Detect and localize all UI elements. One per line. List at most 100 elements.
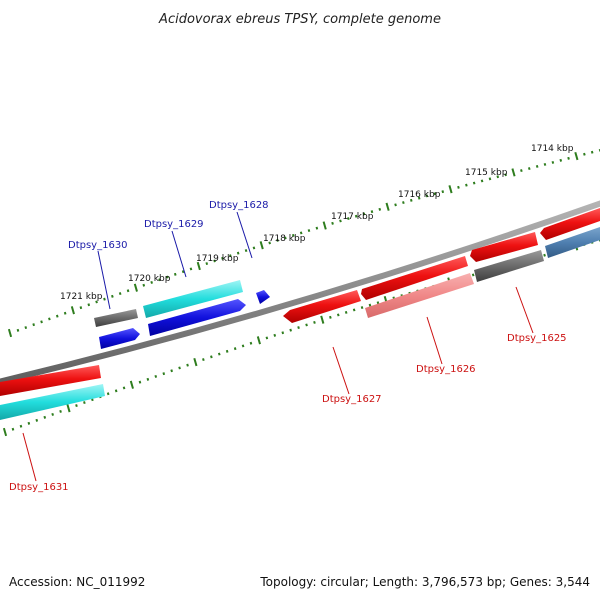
outer-minor-tick	[559, 158, 563, 162]
outer-minor-tick	[378, 207, 382, 211]
outer-minor-tick	[347, 217, 350, 221]
outer-minor-tick	[480, 179, 484, 183]
gene-red-fwd-left[interactable]	[0, 365, 101, 396]
gene-label-1627[interactable]: Dtpsy_1627	[322, 394, 382, 405]
gene-red-fwd-c[interactable]	[540, 208, 600, 240]
tick-label-1716: 1716 kbp	[398, 190, 441, 200]
inner-minor-tick	[122, 386, 126, 390]
outer-minor-tick	[189, 267, 193, 271]
forward-strand-features	[0, 208, 600, 420]
inner-minor-tick	[154, 374, 158, 378]
inner-minor-tick	[368, 303, 372, 307]
connector-1625	[515, 286, 534, 334]
inner-minor-tick	[360, 306, 364, 310]
outer-minor-tick	[79, 306, 83, 310]
inner-minor-tick	[289, 328, 292, 332]
outer-minor-tick	[244, 249, 248, 253]
gene-label-1629[interactable]: Dtpsy_1629	[144, 219, 204, 230]
gene-grey-1625[interactable]	[474, 250, 544, 282]
outer-minor-tick	[394, 203, 397, 207]
outer-minor-tick	[417, 196, 421, 200]
outer-minor-tick	[205, 262, 209, 266]
outer-major-tick	[385, 202, 390, 211]
gene-label-1631[interactable]: Dtpsy_1631	[9, 482, 69, 493]
inner-minor-tick	[162, 372, 166, 376]
inner-minor-tick	[273, 333, 277, 337]
gene-label-1630[interactable]: Dtpsy_1630	[68, 240, 128, 251]
outer-minor-tick	[354, 214, 358, 218]
inner-minor-tick	[217, 352, 221, 356]
outer-major-tick	[574, 151, 579, 161]
gene-pink-1626[interactable]	[365, 273, 474, 318]
tick-label-1721: 1721 kbp	[60, 292, 103, 302]
outer-minor-tick	[55, 314, 59, 318]
outer-minor-tick	[315, 226, 319, 230]
gene-blue-fwd-1630[interactable]	[99, 328, 140, 349]
inner-minor-tick	[265, 336, 269, 340]
inner-minor-tick	[114, 389, 118, 393]
inner-minor-tick	[352, 308, 356, 312]
tick-label-1718: 1718 kbp	[263, 234, 306, 244]
tick-label-1717: 1717 kbp	[331, 212, 374, 222]
outer-minor-tick	[111, 294, 114, 298]
outer-minor-tick	[590, 150, 594, 154]
outer-minor-tick	[409, 198, 413, 202]
outer-minor-tick	[48, 317, 51, 321]
gene-label-1625[interactable]: Dtpsy_1625	[507, 333, 567, 344]
inner-minor-tick	[51, 412, 54, 416]
outer-minor-tick	[441, 190, 445, 194]
connector-1631	[22, 432, 37, 482]
outer-minor-tick	[299, 231, 303, 235]
label-connectors	[22, 211, 534, 482]
topology-text: Topology: circular; Length: 3,796,573 bp…	[259, 575, 590, 589]
inner-minor-tick	[35, 418, 39, 422]
outer-minor-tick	[276, 238, 279, 242]
connector-1629	[171, 230, 187, 278]
outer-minor-tick	[339, 219, 342, 223]
outer-major-tick	[196, 261, 201, 271]
gene-grey-fwd-1630[interactable]	[94, 309, 138, 327]
outer-minor-tick	[268, 241, 271, 245]
inner-minor-tick	[19, 424, 23, 428]
outer-minor-tick	[543, 162, 547, 166]
outer-minor-tick	[24, 326, 28, 330]
connector-1626	[426, 316, 443, 365]
outer-minor-tick	[236, 251, 240, 255]
outer-minor-tick	[150, 280, 153, 284]
outer-major-tick	[70, 306, 75, 315]
gene-steel-1624[interactable]	[545, 227, 600, 258]
outer-minor-tick	[527, 167, 531, 171]
inner-major-tick	[66, 404, 71, 413]
gene-blue-small-1628[interactable]	[256, 290, 270, 304]
outer-major-tick	[448, 185, 453, 194]
map-title: Acidovorax ebreus TPSY, complete genome	[158, 12, 441, 27]
outer-minor-tick	[496, 175, 500, 179]
inner-minor-tick	[146, 377, 150, 381]
inner-minor-tick	[138, 380, 142, 384]
outer-minor-tick	[598, 148, 600, 152]
inner-minor-tick	[344, 310, 348, 314]
gene-cyan-1629[interactable]	[143, 280, 243, 318]
connector-1630	[97, 250, 111, 310]
gene-red-fwd-b[interactable]	[470, 232, 538, 262]
gene-red-1627[interactable]	[283, 290, 361, 323]
outer-minor-tick	[118, 292, 122, 296]
outer-minor-tick	[291, 233, 295, 237]
outer-major-tick	[322, 221, 327, 230]
gene-red-fwd-a[interactable]	[361, 256, 468, 300]
outer-tick-track	[7, 148, 600, 338]
gene-blue-fwd-1629[interactable]	[148, 299, 246, 336]
outer-major-tick	[511, 168, 516, 177]
outer-minor-tick	[331, 221, 334, 225]
inner-minor-tick	[225, 349, 229, 353]
inner-minor-tick	[43, 415, 47, 419]
outer-minor-tick	[362, 212, 366, 216]
outer-minor-tick	[535, 164, 539, 168]
inner-minor-tick	[543, 253, 546, 257]
inner-minor-tick	[178, 366, 181, 370]
gene-cyan-1631[interactable]	[0, 384, 105, 420]
gene-label-1626[interactable]: Dtpsy_1626	[416, 364, 476, 375]
gene-label-1628[interactable]: Dtpsy_1628	[209, 200, 269, 211]
outer-minor-tick	[32, 323, 35, 327]
outer-minor-tick	[103, 297, 106, 301]
